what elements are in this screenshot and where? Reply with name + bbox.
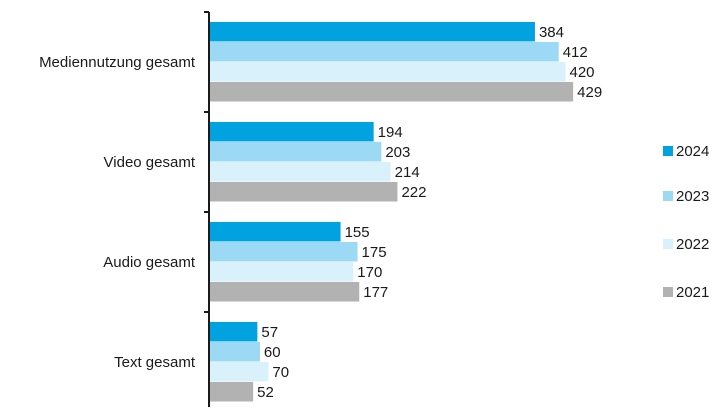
bar-2022-3 xyxy=(209,262,354,282)
legend-label: 2021 xyxy=(676,284,709,301)
bar-2021-3 xyxy=(209,282,360,302)
data-label: 412 xyxy=(563,44,588,61)
data-label: 384 xyxy=(539,24,564,41)
data-label: 222 xyxy=(401,184,426,201)
data-label: 420 xyxy=(570,64,595,81)
bar-2024-1 xyxy=(209,22,535,42)
category-label: Video gesamt xyxy=(104,154,196,171)
data-label: 170 xyxy=(357,264,382,281)
legend-label: 2022 xyxy=(676,236,709,253)
legend-label: 2024 xyxy=(676,143,709,160)
bar-2021-4 xyxy=(209,382,254,402)
bar-2022-1 xyxy=(209,62,566,82)
data-label: 429 xyxy=(577,84,602,101)
legend-swatch-2023 xyxy=(663,191,673,201)
bar-2023-1 xyxy=(209,42,559,62)
category-label: Mediennutzung gesamt xyxy=(39,54,196,71)
data-label: 70 xyxy=(272,364,289,381)
bar-2022-2 xyxy=(209,162,391,182)
data-label: 60 xyxy=(264,344,281,361)
legend-swatch-2024 xyxy=(663,146,673,156)
bar-2022-4 xyxy=(209,362,269,382)
bar-2023-4 xyxy=(209,342,260,362)
bar-2023-3 xyxy=(209,242,358,262)
bar-2021-1 xyxy=(209,82,574,102)
data-label: 214 xyxy=(395,164,420,181)
legend-label: 2023 xyxy=(676,188,709,205)
data-label: 52 xyxy=(257,384,274,401)
bar-2021-2 xyxy=(209,182,398,202)
data-label: 57 xyxy=(261,324,278,341)
legend-swatch-2022 xyxy=(663,239,673,249)
data-label: 194 xyxy=(378,124,403,141)
data-label: 177 xyxy=(363,284,388,301)
category-label: Text gesamt xyxy=(114,354,196,371)
bar-2024-4 xyxy=(209,322,258,342)
bar-2024-3 xyxy=(209,222,341,242)
category-label: Audio gesamt xyxy=(103,254,196,271)
data-label: 203 xyxy=(385,144,410,161)
bar-2023-2 xyxy=(209,142,382,162)
data-label: 155 xyxy=(345,224,370,241)
data-label: 175 xyxy=(362,244,387,261)
bar-2024-2 xyxy=(209,122,374,142)
legend-swatch-2021 xyxy=(663,287,673,297)
